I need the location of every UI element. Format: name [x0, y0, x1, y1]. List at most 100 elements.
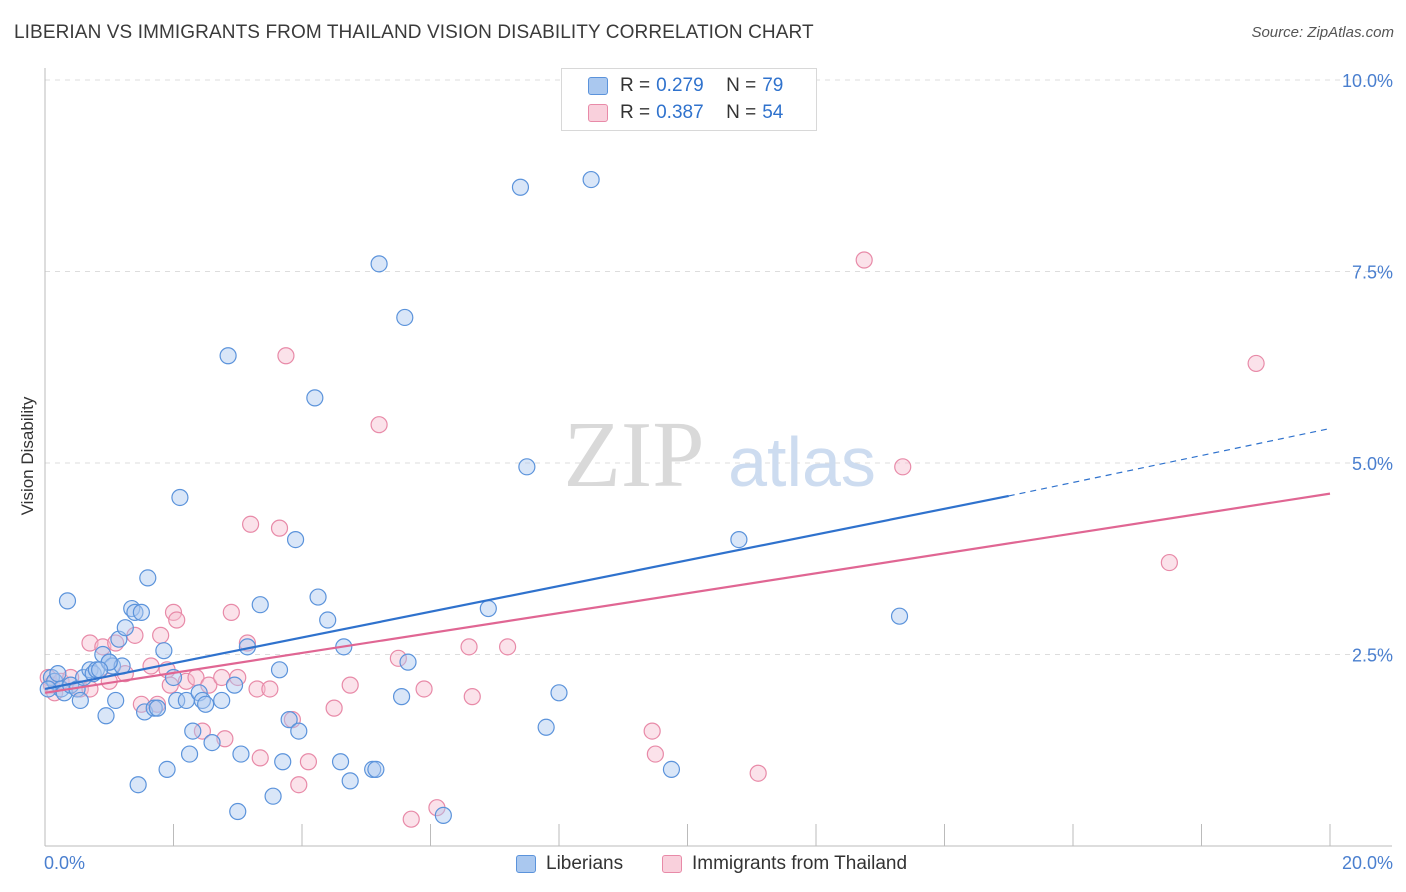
liberian-point [168, 691, 186, 710]
thailand-point [168, 611, 186, 629]
thailand-point [242, 515, 260, 533]
thailand-point [749, 764, 767, 782]
liberian-point [58, 592, 77, 610]
legend-swatch-blue [588, 77, 608, 95]
liberian-point [155, 642, 173, 660]
thailand-point [261, 680, 279, 698]
liberian-point [518, 458, 536, 476]
chart-title: LIBERIAN VS IMMIGRANTS FROM THAILAND VIS… [14, 22, 814, 43]
grid [45, 79, 1392, 655]
legend-swatch-pink [588, 104, 608, 122]
liberian-point [270, 661, 289, 679]
liberian-point [341, 772, 359, 790]
thailand-point [370, 416, 388, 434]
watermark: ZIP atlas [564, 403, 876, 507]
y-tick-label: 2.5% [1352, 646, 1393, 666]
liberian-point [135, 703, 154, 721]
thailand-point [325, 699, 343, 717]
liberian-point [251, 596, 269, 614]
liberian-point [180, 745, 199, 763]
liberian-point [396, 308, 414, 327]
liberian-point [197, 695, 215, 713]
liberian-point [148, 699, 167, 717]
trend-lines [44, 427, 1331, 694]
liberian-point [232, 745, 250, 763]
liberian-point [158, 760, 176, 779]
thailand-point [341, 676, 359, 694]
bottom-legend-label: Immigrants from Thailand [692, 853, 908, 874]
liberian-point [537, 718, 555, 736]
liberian-point [71, 691, 89, 710]
liberian-point [126, 603, 144, 621]
thailand-point [894, 458, 912, 476]
axes [44, 68, 1392, 847]
y-axis-label: Vision Disability [18, 396, 37, 516]
liberian-point [434, 806, 452, 824]
legend-n-value: 54 [762, 102, 784, 123]
liberian-point [229, 802, 247, 821]
x-tick-label-max: 20.0% [1342, 853, 1393, 873]
liberian-point [306, 389, 324, 407]
liberian-point [203, 733, 221, 752]
liberian-point [97, 707, 115, 725]
bottom-legend-swatch-pink [662, 855, 682, 873]
x-tick-label-min: 0.0% [44, 853, 85, 873]
thailand-point [415, 680, 433, 698]
liberian-point [550, 684, 568, 702]
liberian-point [116, 619, 134, 637]
liberian-point [392, 688, 411, 706]
thailand-point [460, 638, 478, 656]
thailand-point [152, 626, 170, 644]
thailand-point [1247, 354, 1265, 373]
thailand-point [193, 722, 212, 740]
series-thailand-points [39, 251, 1265, 828]
y-tick-label: 5.0% [1352, 454, 1393, 474]
liberians-trend-extension [1008, 427, 1331, 497]
thailand-point [251, 749, 269, 767]
thailand-point [248, 680, 266, 698]
thailand-point [290, 776, 308, 794]
liberian-point [582, 170, 600, 189]
legend-n-value: 79 [762, 75, 784, 96]
liberian-point [129, 776, 147, 794]
legend-n-label: N = [726, 102, 757, 123]
legend-r-label: R = [620, 75, 651, 96]
thailand-point [81, 634, 99, 652]
legend-r-label: R = [620, 102, 651, 123]
liberian-point [479, 599, 497, 618]
liberian-point [219, 347, 237, 365]
liberian-point [290, 722, 308, 740]
thailand-point [222, 603, 240, 621]
liberian-point [107, 691, 125, 710]
thailand-point [1160, 553, 1178, 572]
liberian-point [309, 588, 327, 606]
thailand-point [389, 649, 407, 667]
legend-r-value: 0.279 [656, 75, 704, 96]
thailand-point [855, 251, 873, 269]
liberian-point [132, 603, 150, 621]
correlation-legend: R = 0.279 N = 79 R = 0.387 N = 54 [561, 68, 817, 131]
liberian-point [370, 255, 388, 273]
liberian-point [890, 607, 909, 625]
bottom-legend-swatch-blue [516, 855, 536, 873]
legend-n-label: N = [726, 75, 757, 96]
liberian-point [280, 711, 298, 729]
liberian-point [213, 691, 231, 710]
thailand-point [499, 638, 517, 656]
bottom-legend-liberians: Liberians [516, 852, 623, 876]
thailand-point [646, 745, 664, 763]
liberian-point [399, 653, 417, 671]
liberian-point [331, 753, 350, 771]
liberian-point [225, 676, 244, 694]
source-label: Source: ZipAtlas.com [1251, 24, 1394, 41]
thailand-point [177, 672, 195, 690]
liberian-point [184, 722, 202, 740]
thailand-point [216, 730, 234, 748]
liberian-point [274, 753, 292, 771]
legend-row-thailand: R = 0.387 N = 54 [588, 101, 783, 125]
thailand-point [299, 753, 318, 771]
liberian-point [319, 611, 337, 629]
thailand-point [270, 519, 289, 537]
watermark-atlas: atlas [728, 423, 876, 501]
